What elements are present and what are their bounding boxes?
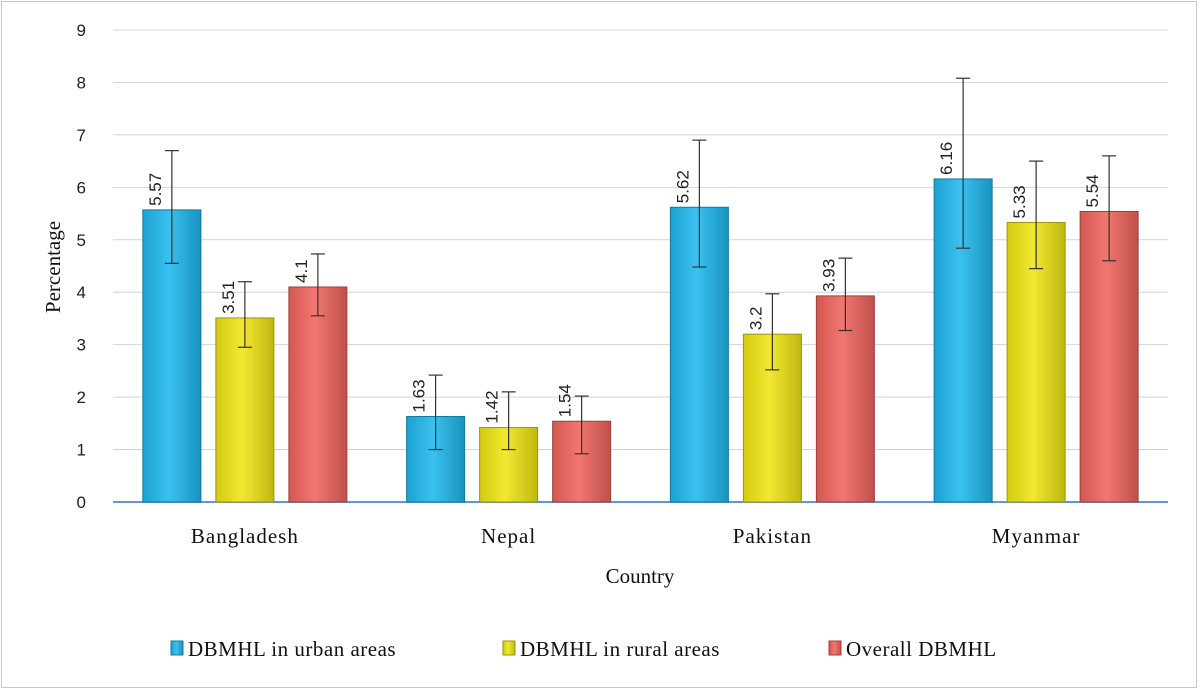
data-label: 6.16 (937, 142, 956, 175)
error-bar (838, 257, 853, 332)
error-bar (428, 374, 443, 451)
bar-overall-dbmhl-bangladesh (288, 286, 348, 503)
bars: 5.57 3.51 4.1 1.63 1.42 1.54 5.62 3.2 3.93 6.16 5.… (142, 77, 1139, 503)
y-axis-ticks: 0 1 2 3 4 5 6 7 8 9 (77, 21, 86, 512)
y-tick-label: 2 (77, 388, 86, 407)
data-label: 1.54 (556, 384, 575, 417)
legend-label: DBMHL in rural areas (520, 637, 720, 661)
data-label: 1.42 (483, 390, 502, 423)
x-category-label: Myanmar (992, 524, 1081, 548)
error-bar (765, 293, 780, 371)
legend-swatch (502, 640, 516, 656)
error-bar (164, 150, 179, 264)
error-bar (574, 395, 589, 455)
x-category-label: Bangladesh (191, 524, 299, 548)
y-tick-label: 1 (77, 441, 86, 460)
data-label: 5.57 (146, 173, 165, 206)
data-label: 5.33 (1010, 185, 1029, 218)
data-label: 5.54 (1083, 174, 1102, 207)
error-bar (501, 391, 516, 451)
x-category-label: Pakistan (733, 524, 812, 548)
y-tick-label: 8 (77, 73, 86, 92)
bar-dbmhl-in-rural-areas-bangladesh (215, 317, 275, 503)
data-label: 5.62 (673, 170, 692, 203)
y-tick-label: 9 (77, 21, 86, 40)
legend-item: DBMHL in urban areas (170, 637, 396, 661)
y-tick-label: 3 (77, 336, 86, 355)
legend-label: DBMHL in urban areas (188, 637, 396, 661)
error-bar (237, 281, 252, 348)
x-axis-title: Country (606, 564, 675, 588)
y-tick-label: 7 (77, 126, 86, 145)
y-tick-label: 5 (77, 231, 86, 250)
error-bar (692, 139, 707, 268)
error-bar (956, 77, 971, 249)
error-bar (1029, 160, 1044, 270)
legend-swatch (828, 640, 842, 656)
error-bar (310, 253, 325, 317)
data-label: 3.2 (746, 307, 765, 331)
x-category-label: Nepal (481, 524, 536, 548)
x-axis-categories: Bangladesh Nepal Pakistan Myanmar (191, 524, 1081, 548)
data-label: 4.1 (292, 259, 311, 283)
y-axis-title: Percentage (41, 221, 65, 313)
legend: DBMHL in urban areas DBMHL in rural areas… (170, 637, 997, 661)
y-tick-label: 0 (77, 493, 86, 512)
legend-swatch (170, 640, 184, 656)
y-tick-label: 6 (77, 178, 86, 197)
error-bar (1102, 155, 1117, 262)
legend-label: Overall DBMHL (846, 637, 997, 661)
legend-item: Overall DBMHL (828, 637, 997, 661)
data-label: 3.93 (819, 259, 838, 292)
y-tick-label: 4 (77, 283, 86, 302)
data-label: 1.63 (410, 379, 429, 412)
data-label: 3.51 (219, 281, 238, 314)
legend-item: DBMHL in rural areas (502, 637, 720, 661)
